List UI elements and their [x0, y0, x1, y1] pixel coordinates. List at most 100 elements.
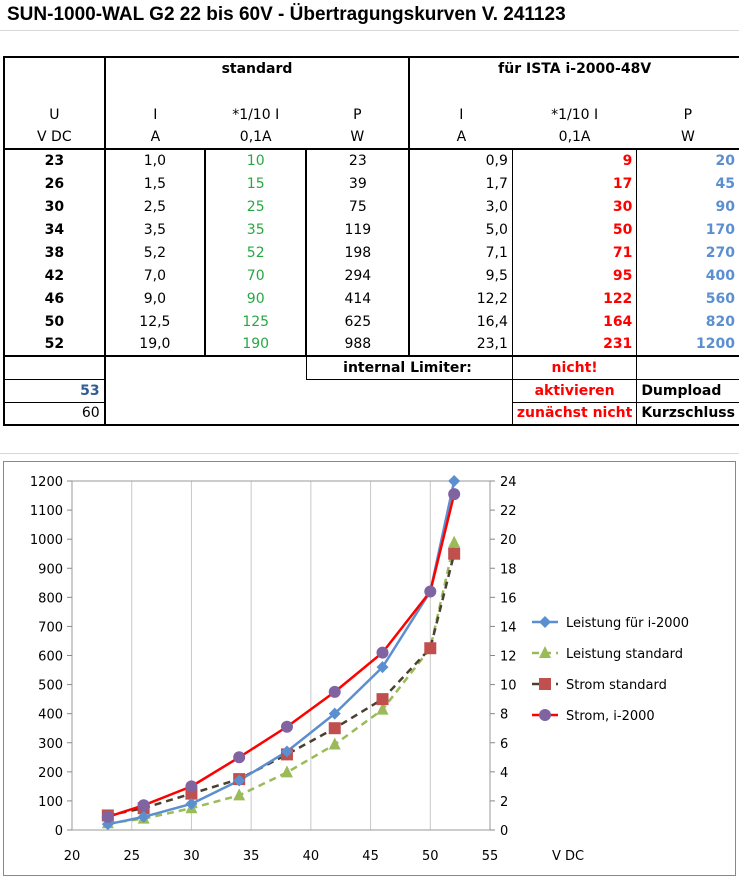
u-cell[interactable]: 23 [3, 149, 105, 172]
dumpload-cell[interactable]: Dumpload [636, 379, 739, 403]
u-cell[interactable]: 50 [3, 310, 105, 333]
p2-cell[interactable]: 1200 [636, 333, 739, 357]
i10-cell[interactable]: 35 [204, 218, 308, 241]
unit-01a[interactable]: 0,1A [205, 126, 307, 150]
kurzschluss-cell[interactable]: Kurzschluss [636, 402, 739, 426]
col-u[interactable]: U [3, 103, 105, 126]
internal-limiter-label[interactable]: internal Limiter: [305, 355, 513, 380]
i-cell[interactable]: 1,0 [103, 149, 206, 172]
i10-2-cell[interactable]: 9 [511, 149, 637, 172]
i10-2-cell[interactable]: 164 [511, 310, 637, 333]
p-cell[interactable]: 23 [348, 153, 367, 169]
i10-cell[interactable]: 25 [204, 195, 308, 218]
i-cell[interactable]: 12,5 [103, 310, 206, 333]
p-cell[interactable]: 119 [344, 221, 372, 238]
i2-cell[interactable]: 7,1 [408, 241, 513, 264]
p-cell[interactable]: 625 [344, 313, 372, 330]
col-p[interactable]: P [353, 106, 362, 123]
p-cell[interactable]: 294 [344, 267, 372, 284]
i10-2-cell[interactable]: 122 [511, 287, 637, 310]
col-i10-2[interactable]: *1/10 I [551, 106, 599, 123]
u-cell[interactable]: 38 [3, 241, 105, 264]
spacer-cell[interactable] [512, 80, 636, 103]
empty-cell[interactable] [205, 355, 307, 379]
u-cell[interactable]: 30 [3, 195, 105, 218]
p2-cell[interactable]: 20 [636, 149, 739, 172]
i-cell[interactable]: 1,5 [103, 172, 206, 195]
i-cell[interactable]: 19,0 [103, 333, 206, 357]
u-cell[interactable]: 34 [3, 218, 105, 241]
empty-cell[interactable] [103, 402, 206, 426]
empty-cell[interactable] [205, 379, 306, 402]
i-cell[interactable]: 3,5 [103, 218, 206, 241]
spacer-cell[interactable] [205, 80, 306, 103]
spacer-cell[interactable] [637, 80, 739, 103]
i-cell[interactable]: 5,2 [103, 241, 206, 264]
i-cell[interactable]: 9,0 [103, 287, 206, 310]
i10-2-cell[interactable]: 50 [511, 218, 637, 241]
p2-cell[interactable]: 45 [636, 172, 739, 195]
i10-cell[interactable]: 70 [204, 264, 308, 287]
col-p2[interactable]: P [683, 106, 693, 123]
unit-a[interactable]: A [103, 126, 206, 150]
empty-cell[interactable] [205, 402, 307, 426]
i2-cell[interactable]: 3,0 [408, 195, 513, 218]
i10-2-cell[interactable]: 17 [511, 172, 637, 195]
i10-2-cell[interactable]: 30 [511, 195, 637, 218]
u-cell[interactable]: 42 [3, 264, 105, 287]
i10-cell[interactable]: 90 [204, 287, 308, 310]
u-cell[interactable]: 52 [3, 333, 105, 357]
p2-cell[interactable]: 90 [636, 195, 739, 218]
i10-cell[interactable]: 190 [204, 333, 308, 357]
i-cell[interactable]: 7,0 [103, 264, 206, 287]
empty-cell[interactable] [3, 355, 105, 379]
empty-cell[interactable] [306, 402, 410, 426]
i-cell[interactable]: 2,5 [103, 195, 206, 218]
spacer-cell[interactable] [408, 80, 513, 103]
unit-u[interactable]: V DC [3, 126, 105, 150]
u-cell[interactable]: 46 [3, 287, 105, 310]
u-53-cell[interactable]: 53 [3, 378, 105, 402]
aktivieren-cell[interactable]: aktivieren [511, 379, 637, 403]
unit-w-2[interactable]: W [636, 126, 739, 150]
i10-2-cell[interactable]: 231 [511, 333, 637, 357]
p-cell[interactable]: 39 [348, 175, 367, 192]
p-cell[interactable]: 414 [344, 290, 372, 307]
p2-cell[interactable]: 270 [636, 241, 739, 264]
i2-cell[interactable]: 1,7 [408, 172, 513, 195]
i10-cell[interactable]: 52 [204, 241, 308, 264]
empty-cell[interactable] [103, 379, 206, 402]
i2-cell[interactable]: 16,4 [408, 310, 513, 333]
zunaechst-nicht-cell[interactable]: zunächst nicht [511, 402, 637, 426]
empty-cell[interactable] [306, 379, 409, 402]
unit-w[interactable]: W [306, 126, 410, 150]
p-cell[interactable]: 75 [348, 198, 367, 215]
i10-cell[interactable]: 10 [204, 149, 308, 172]
p2-cell[interactable]: 820 [636, 310, 739, 333]
i10-cell[interactable]: 125 [204, 310, 308, 333]
chart-area[interactable]: 20 25 30 35 40 45 50 55 0 100 200 300 400 500 600 700 80… [3, 461, 736, 876]
spacer-cell[interactable] [103, 80, 206, 103]
p-cell[interactable]: 198 [344, 244, 372, 261]
i2-cell[interactable]: 23,1 [408, 333, 513, 357]
spacer-cell[interactable] [3, 80, 105, 103]
col-i10[interactable]: *1/10 I [232, 106, 280, 123]
i10-2-cell[interactable]: 95 [511, 264, 637, 287]
u-60-cell[interactable]: 60 [3, 401, 105, 426]
p2-cell[interactable]: 170 [636, 218, 739, 241]
empty-cell[interactable] [409, 402, 513, 426]
group-standard[interactable]: standard [103, 56, 410, 80]
empty-cell[interactable] [409, 379, 512, 402]
empty-cell[interactable] [636, 355, 739, 380]
i2-cell[interactable]: 5,0 [408, 218, 513, 241]
limiter-nicht[interactable]: nicht! [511, 355, 637, 380]
header-empty-cell[interactable] [3, 56, 105, 80]
i10-2-cell[interactable]: 71 [511, 241, 637, 264]
group-ista[interactable]: für ISTA i-2000-48V [408, 56, 739, 80]
p-cell[interactable]: 988 [306, 333, 410, 357]
spacer-cell[interactable] [306, 80, 409, 103]
empty-cell[interactable] [103, 355, 206, 379]
i2-cell[interactable]: 9,5 [408, 264, 513, 287]
col-i[interactable]: I [103, 103, 206, 126]
col-i2[interactable]: I [408, 103, 513, 126]
